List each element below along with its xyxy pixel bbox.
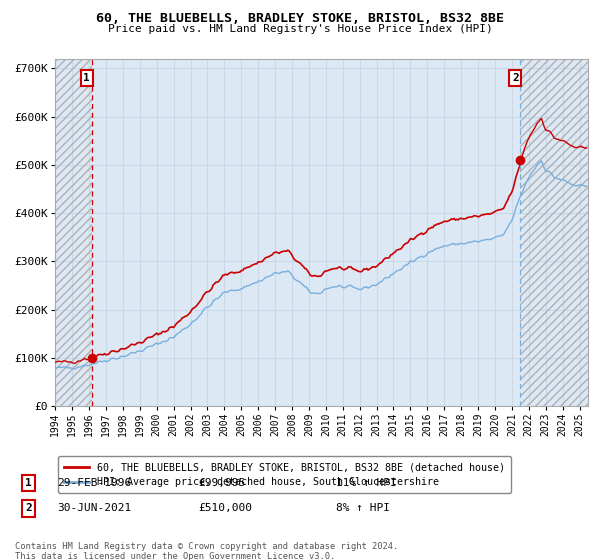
Text: 60, THE BLUEBELLS, BRADLEY STOKE, BRISTOL, BS32 8BE: 60, THE BLUEBELLS, BRADLEY STOKE, BRISTO… [96,12,504,25]
Text: 2: 2 [25,503,32,514]
Text: £510,000: £510,000 [198,503,252,514]
Text: 1: 1 [25,478,32,488]
Text: 2: 2 [512,73,518,83]
Text: £99,995: £99,995 [198,478,245,488]
Text: 1: 1 [83,73,90,83]
Text: 11% ↑ HPI: 11% ↑ HPI [336,478,397,488]
Text: 30-JUN-2021: 30-JUN-2021 [57,503,131,514]
Text: Price paid vs. HM Land Registry's House Price Index (HPI): Price paid vs. HM Land Registry's House … [107,24,493,34]
Text: 29-FEB-1996: 29-FEB-1996 [57,478,131,488]
Text: Contains HM Land Registry data © Crown copyright and database right 2024.
This d: Contains HM Land Registry data © Crown c… [15,542,398,560]
Text: 8% ↑ HPI: 8% ↑ HPI [336,503,390,514]
Legend: 60, THE BLUEBELLS, BRADLEY STOKE, BRISTOL, BS32 8BE (detached house), HPI: Avera: 60, THE BLUEBELLS, BRADLEY STOKE, BRISTO… [58,456,511,493]
